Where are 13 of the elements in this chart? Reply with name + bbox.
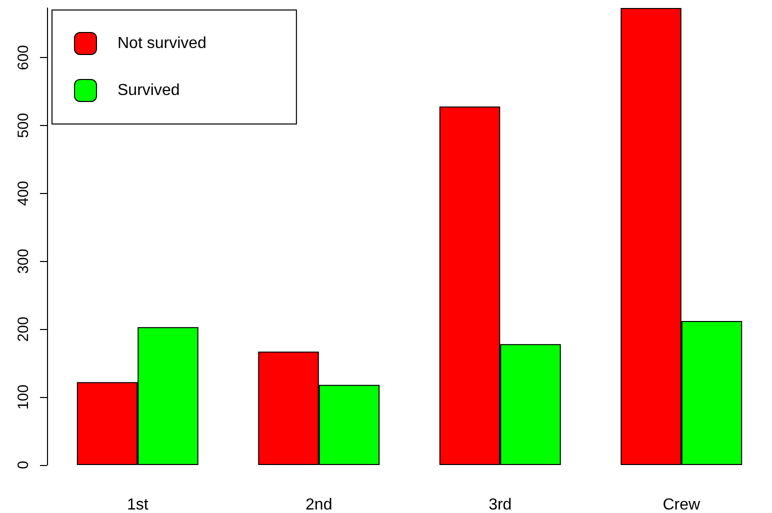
legend-label: Not survived xyxy=(118,35,206,52)
y-tick-label: 600 xyxy=(15,45,32,70)
y-tick-label: 200 xyxy=(15,316,32,342)
x-tick-label: Crew xyxy=(662,496,700,513)
x-tick-label: 3rd xyxy=(488,496,512,513)
y-tick-label: 300 xyxy=(15,248,32,274)
x-tick-label: 2nd xyxy=(306,496,332,513)
x-tick-label: 1st xyxy=(126,496,149,513)
y-tick-label: 500 xyxy=(15,112,32,138)
legend-label: Survived xyxy=(118,82,180,99)
y-tick-label: 0 xyxy=(15,460,32,470)
y-tick-label: 100 xyxy=(15,384,32,410)
y-tick-label: 400 xyxy=(15,180,32,206)
